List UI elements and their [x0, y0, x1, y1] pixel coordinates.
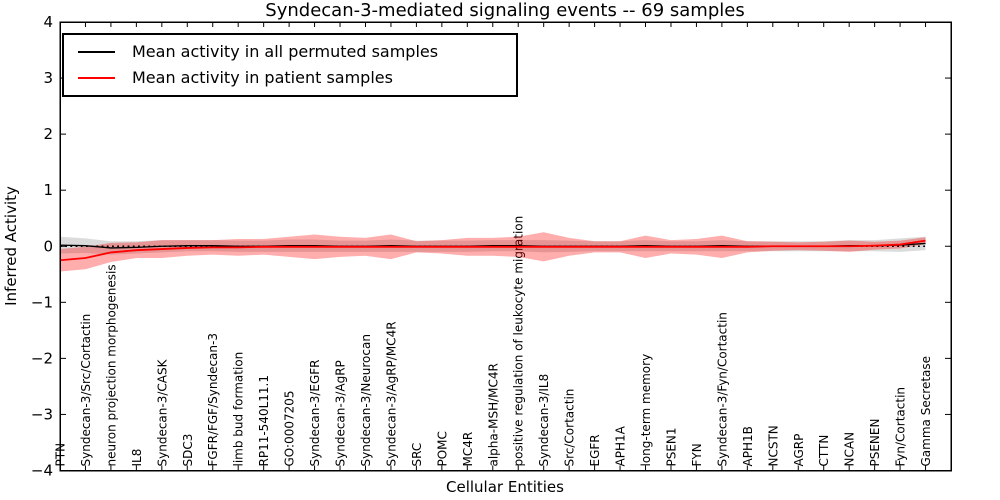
y-tick-label: −4	[31, 462, 53, 480]
x-tick-label: FGFR/FGF/Syndecan-3	[206, 333, 220, 466]
y-tick-label: 2	[43, 125, 53, 143]
x-tick-label: FYN	[690, 443, 704, 466]
y-tick-label: 1	[43, 181, 53, 199]
x-tick-label: positive regulation of leukocyte migrati…	[512, 216, 526, 467]
x-tick-label: Syndecan-3/Neurocan	[359, 334, 373, 466]
x-tick-label: RP11-540L11.1	[257, 375, 271, 466]
legend-label-permuted: Mean activity in all permuted samples	[132, 42, 439, 62]
legend-entry-patient: Mean activity in patient samples	[64, 67, 516, 87]
patient-line-swatch	[78, 76, 115, 79]
x-tick-label: Src/Cortactin	[563, 389, 577, 467]
x-tick-label: PSEN1	[664, 427, 678, 466]
x-tick-label: CTTN	[817, 435, 831, 467]
y-tick-label: −1	[31, 293, 53, 311]
patient-band	[60, 232, 926, 272]
x-tick-label: APH1B	[741, 426, 755, 466]
x-tick-label: Fyn/Cortactin	[894, 387, 908, 467]
legend-entry-permuted: Mean activity in all permuted samples	[64, 44, 516, 60]
x-tick-label: PSENEN	[868, 419, 882, 467]
x-tick-label: GO:0007205	[283, 390, 297, 466]
x-tick-label: alpha-MSH/MC4R	[486, 363, 500, 466]
y-axis-label: Inferred Activity	[2, 186, 20, 306]
x-tick-label: long-term memory	[639, 354, 653, 467]
x-tick-label: neuron projection morphogenesis	[104, 264, 118, 466]
data-lines	[60, 239, 926, 262]
patient-mean-line	[60, 239, 926, 262]
x-tick-label: Syndecan-3/AgRP/MC4R	[384, 321, 398, 466]
x-tick-labels: PTN Syndecan-3/Src/Cortactin neuron projec…	[54, 216, 934, 467]
uncertainty-bands	[60, 232, 926, 272]
legend-label-patient: Mean activity in patient samples	[132, 67, 393, 87]
x-tick-label: Syndecan-3/Fyn/Cortactin	[715, 312, 729, 466]
y-tick-label: 4	[43, 13, 53, 31]
x-tick-label: SRC	[410, 443, 424, 467]
permuted-line-swatch	[78, 51, 115, 54]
x-tick-label: Gamma Secretase	[919, 356, 933, 467]
x-tick-label: limb bud formation	[232, 352, 246, 467]
x-tick-label: Syndecan-3/EGFR	[308, 359, 322, 466]
chart-title: Syndecan-3-mediated signaling events -- …	[265, 0, 744, 21]
x-tick-label: APH1A	[614, 425, 628, 466]
x-tick-label: Syndecan-3/Src/Cortactin	[79, 314, 93, 467]
y-tick-label: −2	[31, 349, 53, 367]
x-tick-label: Syndecan-3/IL8	[537, 374, 551, 467]
x-axis-label: Cellular Entities	[446, 478, 564, 496]
x-tick-label: IL8	[130, 449, 144, 467]
x-tick-label: AGRP	[792, 434, 806, 467]
x-tick-label: POMC	[435, 431, 449, 466]
x-tick-label: NCAN	[843, 432, 857, 467]
y-tick-label: −3	[31, 405, 53, 423]
x-tick-label: EGFR	[588, 434, 602, 466]
x-tick-label: Syndecan-3/CASK	[155, 358, 169, 466]
x-tick-label: MC4R	[461, 432, 475, 467]
legend: Mean activity in all permuted samples Me…	[62, 33, 518, 97]
x-tick-label: Syndecan-3/AgRP	[334, 360, 348, 466]
y-tick-labels: 4 3 2 1 0 −1 −2 −3 −4	[31, 13, 53, 480]
x-tick-label: NCSTN	[766, 425, 780, 466]
y-tick-label: 3	[43, 69, 53, 87]
y-tick-label: 0	[43, 237, 53, 255]
x-tick-label: SDC3	[181, 434, 195, 467]
axes	[59, 21, 952, 472]
